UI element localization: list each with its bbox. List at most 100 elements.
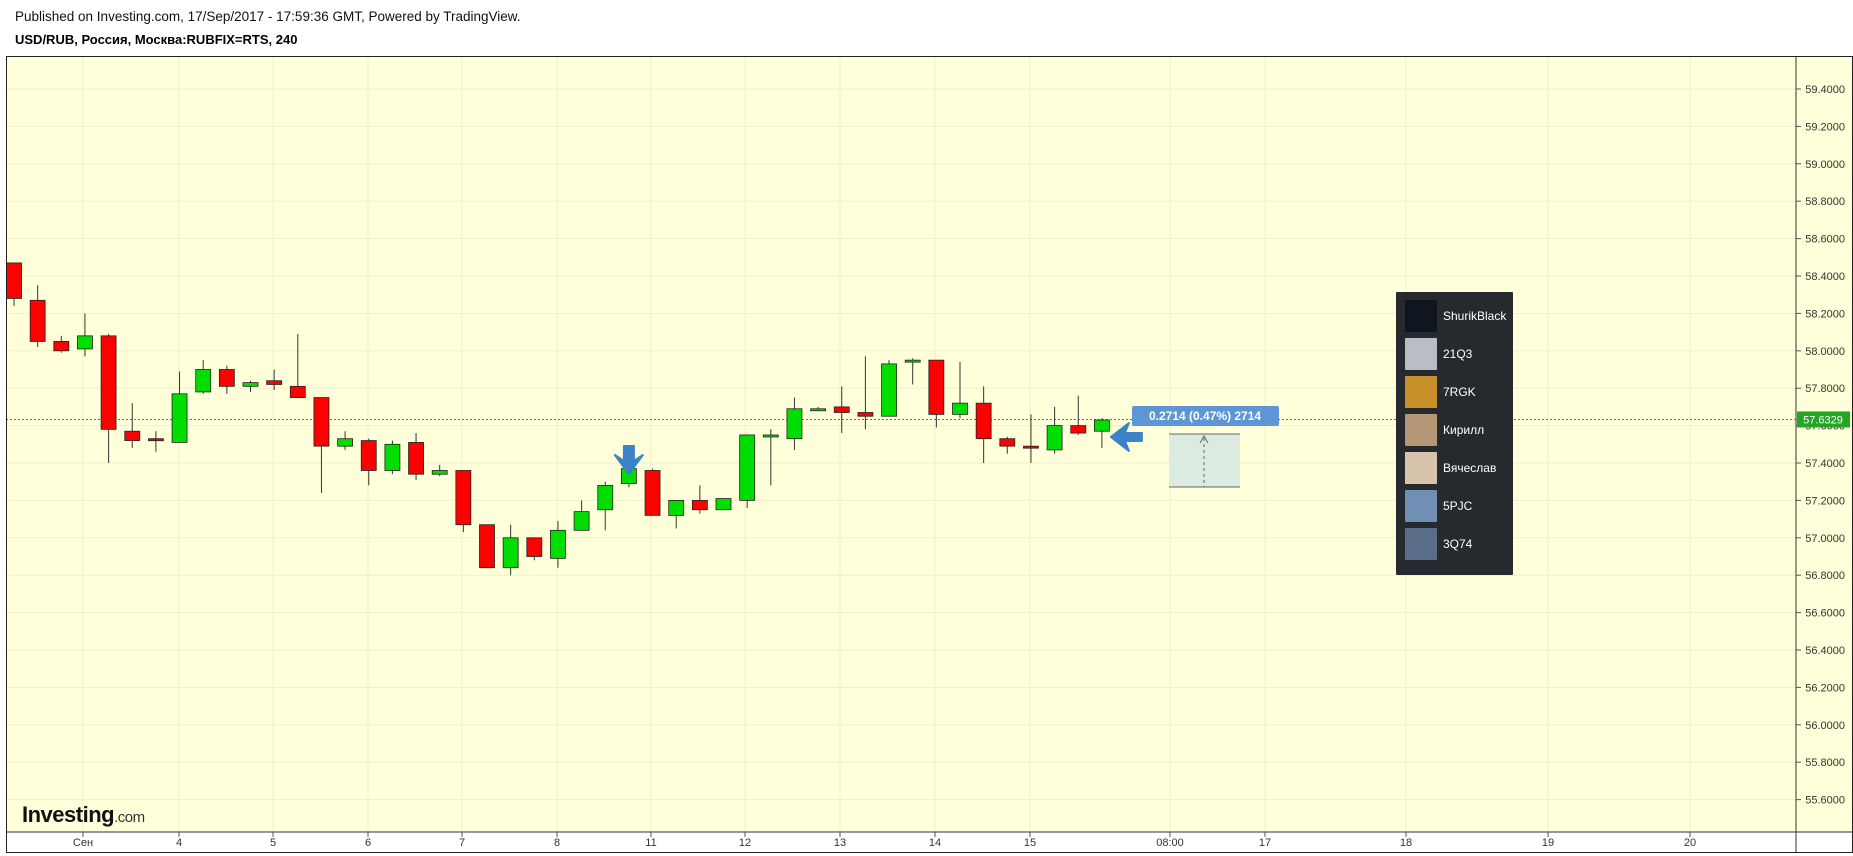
avatar [1405, 338, 1437, 370]
candle-body [266, 380, 283, 385]
candle-body [455, 470, 472, 526]
x-tick-label: 5 [270, 837, 276, 849]
candle-body [975, 402, 992, 440]
y-tick-label: 57.4000 [1805, 458, 1845, 470]
avatar [1405, 490, 1437, 522]
avatar [1405, 452, 1437, 484]
x-tick-label: 4 [176, 837, 182, 849]
plot-background [6, 56, 1796, 832]
logo-text: Investing [22, 802, 115, 827]
candle-body [77, 335, 93, 350]
y-tick-label: 56.2000 [1805, 682, 1845, 694]
user-item-shurikblack[interactable]: ShurikBlack [1405, 299, 1506, 333]
x-tick-label: 19 [1542, 837, 1554, 849]
y-tick-label: 56.0000 [1805, 720, 1845, 732]
users-panel: ShurikBlack 21Q3 7RGK Кирилл Вячеслав 5P… [1396, 292, 1513, 575]
user-name: 5PJC [1443, 499, 1473, 513]
y-tick-label: 59.4000 [1805, 84, 1845, 96]
avatar [1405, 376, 1437, 408]
candle-body [857, 412, 874, 417]
candle-body [928, 359, 945, 415]
candle-body [53, 341, 70, 352]
candle-body [833, 406, 850, 413]
candle-body [171, 393, 188, 443]
y-tick-label: 58.2000 [1805, 308, 1845, 320]
user-name: Кирилл [1443, 423, 1485, 437]
y-tick-label: 57.0000 [1805, 533, 1845, 545]
x-tick-label: 12 [739, 837, 751, 849]
last-price-badge [1797, 411, 1850, 428]
candle-body [573, 511, 590, 531]
candle-body [786, 408, 803, 440]
symbol-title: USD/RUB, Россия, Москва:RUBFIX=RTS, 240 [15, 32, 298, 47]
y-tick-label: 58.6000 [1805, 234, 1845, 246]
y-tick-label: 58.0000 [1805, 346, 1845, 358]
user-name: ShurikBlack [1443, 309, 1507, 323]
avatar [1405, 528, 1437, 560]
candle-body [1046, 425, 1063, 451]
candle-body [408, 442, 424, 475]
candle-body [668, 499, 685, 516]
user-item-5pjc[interactable]: 5PJC [1405, 489, 1472, 523]
annotations-group: 0.2714 (0.47%) 2714 [613, 406, 1279, 488]
candle-body [1023, 445, 1039, 449]
candle-body [29, 299, 46, 342]
user-item-vyacheslav[interactable]: Вячеслав [1405, 451, 1496, 485]
y-axis[interactable]: 59.4000 59.2000 59.0000 58.8000 58.6000 58.40… [1796, 84, 1850, 807]
published-caption: Published on Investing.com, 17/Sep/2017 … [15, 9, 521, 24]
candle-body [100, 335, 117, 430]
user-name: 7RGK [1443, 385, 1476, 399]
x-tick-label: 20 [1684, 837, 1696, 849]
x-tick-label: 8 [554, 837, 560, 849]
user-item-3q74[interactable]: 3Q74 [1405, 527, 1472, 561]
candle-body [739, 434, 756, 501]
range-box [1169, 434, 1240, 487]
last-price-label: 57.6329 [1803, 414, 1843, 426]
y-tick-label: 56.8000 [1805, 570, 1845, 582]
y-tick-label: 57.2000 [1805, 495, 1845, 507]
range-arrowhead-icon [1199, 434, 1209, 444]
y-tick-label: 56.6000 [1805, 608, 1845, 620]
investing-logo: Investing.com [22, 802, 145, 828]
user-name: 3Q74 [1443, 537, 1473, 551]
candle-body [502, 537, 519, 569]
x-tick-label: 13 [834, 837, 846, 849]
candle-body [691, 499, 708, 511]
x-tick-label: 6 [365, 837, 371, 849]
user-item-7rgk[interactable]: 7RGK [1405, 375, 1476, 409]
candle-body [952, 402, 968, 415]
x-axis[interactable]: Сен 4 5 6 7 8 11 12 13 14 15 08:00 17 18 19 20 [73, 832, 1696, 849]
candle-body [360, 440, 377, 471]
candle-body [337, 438, 354, 447]
candle-body [1070, 425, 1087, 434]
candle-body [313, 397, 330, 447]
x-tick-label: 14 [929, 837, 941, 849]
user-item-kirill[interactable]: Кирилл [1405, 413, 1484, 447]
y-tick-label: 56.4000 [1805, 645, 1845, 657]
y-tick-label: 59.0000 [1805, 159, 1845, 171]
candle-body [597, 485, 614, 511]
candle-body [6, 262, 22, 299]
y-tick-label: 57.8000 [1805, 383, 1845, 395]
y-tick-label: 59.2000 [1805, 121, 1845, 133]
y-tick-label: 55.8000 [1805, 757, 1845, 769]
candle-body [431, 470, 448, 475]
candle-body [644, 470, 661, 516]
y-tick-label: 58.4000 [1805, 271, 1845, 283]
user-name: Вячеслав [1443, 461, 1497, 475]
range-label-background [1132, 406, 1279, 426]
candle-body [526, 537, 543, 557]
user-item-21q3[interactable]: 21Q3 [1405, 337, 1472, 371]
candle-body [1094, 419, 1110, 432]
x-tick-label: 08:00 [1156, 837, 1184, 849]
user-name: 21Q3 [1443, 347, 1473, 361]
candle-body [904, 359, 921, 363]
x-tick-label: 11 [645, 837, 656, 849]
candle-body [479, 524, 495, 569]
x-tick-label: 7 [459, 837, 465, 849]
candle-body [147, 438, 164, 442]
logo-suffix: .com [114, 809, 145, 826]
candle-body [384, 443, 401, 471]
candle-body [762, 434, 779, 438]
